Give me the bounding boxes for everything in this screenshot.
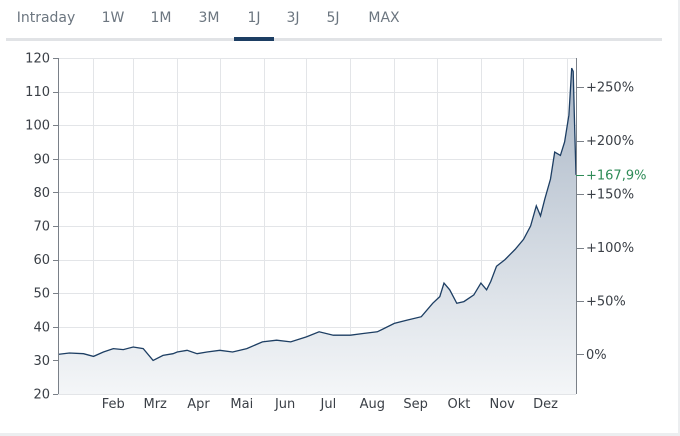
x-tick-label: Mrz [144,397,168,412]
widget-bottom-border [0,433,680,436]
tab-1j[interactable]: 1J [247,10,261,26]
y-tick-label: 110 [25,85,50,100]
tab-underline [6,38,662,41]
right-tick-label: 0% [586,348,607,363]
y-tick-label: 80 [33,186,50,201]
x-tick-label: Jul [320,397,337,412]
y-axis-ticks: 120 110 100 90 80 70 60 50 40 30 20 [25,52,58,403]
x-tick-label: Feb [102,397,125,412]
right-tick-label: +150% [586,188,634,203]
widget-right-border [678,0,680,436]
timeframe-tabs: Intraday 1W 1M 3M 1J 3J 5J MAX [6,0,662,41]
right-tick-label: +250% [586,81,634,96]
price-line[interactable] [57,67,577,362]
y-tick-label: 70 [33,220,50,235]
last-change-label: +167,9% [586,168,646,183]
y-tick-label: 100 [25,119,50,134]
x-tick-label: Okt [447,397,470,412]
y-tick-label: 20 [33,388,50,403]
x-tick-label: Jun [274,397,295,412]
y-tick-label: 120 [25,52,50,67]
x-tick-label: Apr [187,397,210,412]
x-tick-label: Nov [490,397,516,412]
x-tick-label: Mai [230,397,253,412]
tab-intraday[interactable]: Intraday [16,10,76,26]
tab-1w[interactable]: 1W [101,10,125,26]
right-tick-label: +200% [586,134,634,149]
right-tick-label: +50% [586,294,626,309]
x-axis-ticks: Feb Mrz Apr Mai Jun Jul Aug Sep Okt Nov Dez [102,397,558,412]
tab-5j[interactable]: 5J [326,10,340,26]
active-tab-indicator [234,37,274,41]
y-tick-label: 50 [33,287,50,302]
tab-3j[interactable]: 3J [286,10,300,26]
y-tick-label: 40 [33,320,50,335]
price-area [58,68,576,394]
x-tick-label: Sep [403,397,428,412]
x-tick-label: Aug [360,397,385,412]
tab-1m[interactable]: 1M [150,10,172,26]
y-tick-label: 30 [33,354,50,369]
chart-axes [58,58,577,394]
tab-3m[interactable]: 3M [198,10,220,26]
y-tick-label: 90 [33,152,50,167]
right-tick-label: +100% [586,241,634,256]
right-axis-ticks: +250% +200% +150% +100% +50% 0% [576,81,634,363]
y-tick-label: 60 [33,253,50,268]
tab-max[interactable]: MAX [368,10,400,26]
x-tick-label: Dez [533,397,558,412]
